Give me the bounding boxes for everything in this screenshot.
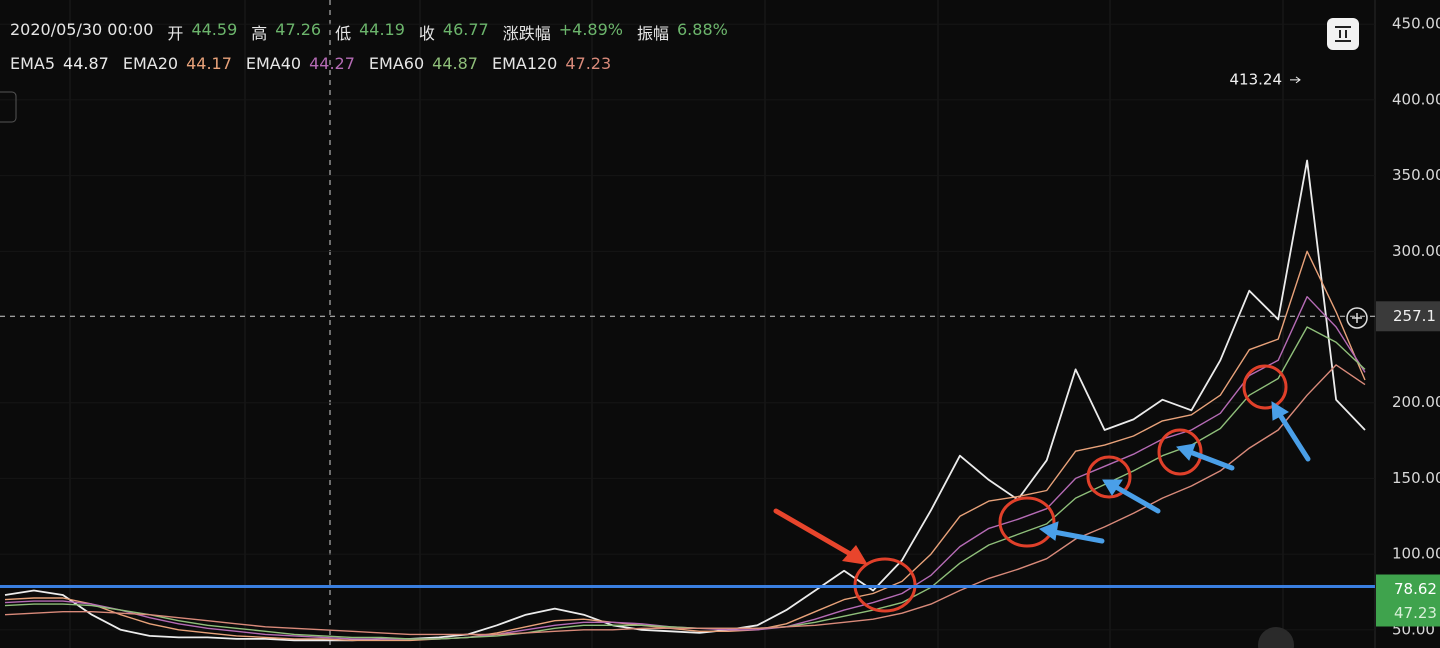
price-tag: 47.23: [1394, 604, 1437, 622]
crosshair-tag: [1376, 301, 1440, 332]
field-label: 振幅: [636, 24, 669, 43]
field-label: 低: [335, 24, 352, 43]
field-value: 46.77: [442, 20, 489, 39]
y-tick-label: 350.00: [1392, 166, 1440, 184]
field-label: 高: [251, 24, 268, 43]
field-value: 6.88%: [677, 20, 728, 39]
vertical-grid: [69, 0, 1284, 648]
y-tick-label: 450.00: [1392, 15, 1440, 33]
side-tab[interactable]: [0, 91, 17, 123]
crosshair-add-icon: [1352, 313, 1362, 323]
ema-line: [4, 250, 1366, 642]
field-value: 44.59: [191, 20, 238, 39]
ema-line: [4, 159, 1366, 642]
ema-line: [4, 326, 1366, 640]
datetime: 2020/05/30 00:00: [10, 20, 154, 39]
legend-name: EMA20: [122, 54, 179, 73]
legend-value: 44.17: [186, 54, 232, 73]
price-tag: 78.62: [1394, 580, 1437, 598]
y-tick-label: 200.00: [1392, 393, 1440, 411]
arrow-annotations: [773, 401, 1311, 565]
field-value: +4.89%: [558, 20, 623, 39]
legend-name: EMA120: [491, 54, 558, 73]
price-tag-box: [1376, 574, 1440, 627]
crosshair-value: 257.1: [1393, 307, 1436, 325]
y-tick-label: 300.00: [1392, 242, 1440, 260]
legend-value: 44.27: [309, 54, 355, 73]
peak-label: 413.24: [1230, 70, 1283, 88]
legend-value: 44.87: [432, 54, 478, 73]
circle-annotations: [853, 364, 1288, 613]
ema-line: [4, 364, 1366, 636]
field-value: 44.19: [359, 20, 405, 39]
y-tick-label: 150.00: [1392, 469, 1440, 487]
legend-value: 47.23: [565, 54, 612, 73]
y-tick-label: 400.00: [1392, 90, 1440, 108]
crosshair-add-button[interactable]: [1346, 307, 1368, 329]
y-tick-label: 100.00: [1392, 545, 1440, 563]
legend-name: EMA60: [368, 54, 425, 73]
legend-name: EMA5: [10, 54, 56, 73]
ema-legend: EMA5 44.87 EMA20 44.17 EMA40 44.27 EMA60 44.87 E…: [10, 54, 617, 73]
field-label: 涨跌幅: [502, 24, 551, 43]
peak-arrow: [1290, 76, 1301, 84]
field-label: 开: [167, 24, 184, 43]
toolbar-icon: [1335, 26, 1351, 42]
field-value: 47.26: [275, 20, 322, 39]
field-label: 收: [418, 24, 435, 43]
toolbar-button[interactable]: [1327, 18, 1359, 50]
ohlc-header: 2020/05/30 00:00 开 44.59 高 47.26 低 44.19 收 46.77…: [10, 20, 734, 44]
legend-value: 44.87: [63, 54, 109, 73]
float-button[interactable]: [1258, 627, 1294, 648]
legend-name: EMA40: [245, 54, 302, 73]
